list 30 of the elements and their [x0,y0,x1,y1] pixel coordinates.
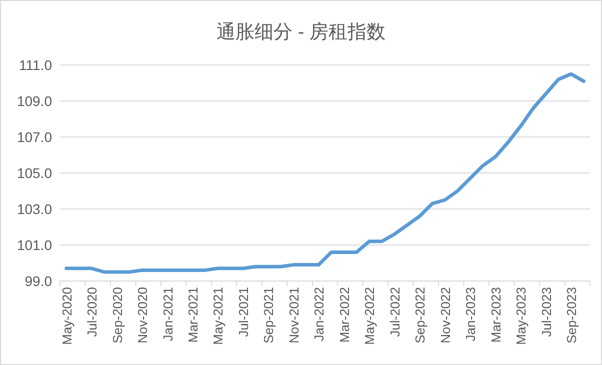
x-tick-label: Sep-2020 [110,287,125,344]
x-tick-label: Jan-2021 [160,287,176,342]
x-tick-label: Sep-2021 [261,287,276,344]
x-tick-label: May-2021 [210,287,226,345]
x-tick-label: Jul-2023 [538,287,554,337]
y-tick-label: 99.0 [24,273,52,289]
x-tick-label: Jan-2023 [463,287,478,342]
x-tick-label: May-2020 [59,287,74,345]
x-tick-label: Jan-2022 [312,287,327,342]
x-tick-label: Sep-2022 [412,287,428,344]
x-tick-label: Mar-2021 [186,287,200,343]
x-tick-label: Mar-2023 [488,287,504,343]
x-tick-label: Jul-2022 [387,287,402,337]
y-tick-label: 105.0 [16,165,52,181]
chart-title: 通胀细分 - 房租指数 [216,21,386,43]
x-tick-label: Sep-2023 [564,287,580,344]
y-tick-label: 109.0 [16,93,52,109]
line-series [64,72,586,274]
x-tick-label: Nov-2022 [438,287,453,344]
y-tick-label: 103.0 [16,201,52,217]
x-tick-label: Jul-2021 [236,287,251,337]
y-tick-label: 101.0 [16,237,52,253]
x-tick-label: Jul-2020 [84,287,100,337]
x-tick-label: May-2022 [362,287,378,345]
x-tick-label: Nov-2021 [286,287,302,344]
x-tick-label: Nov-2020 [135,287,150,344]
x-tick-label: May-2023 [514,287,529,345]
y-tick-label: 111.0 [19,57,52,73]
y-tick-label: 107.0 [16,129,52,145]
x-tick-label: Mar-2022 [336,287,352,343]
